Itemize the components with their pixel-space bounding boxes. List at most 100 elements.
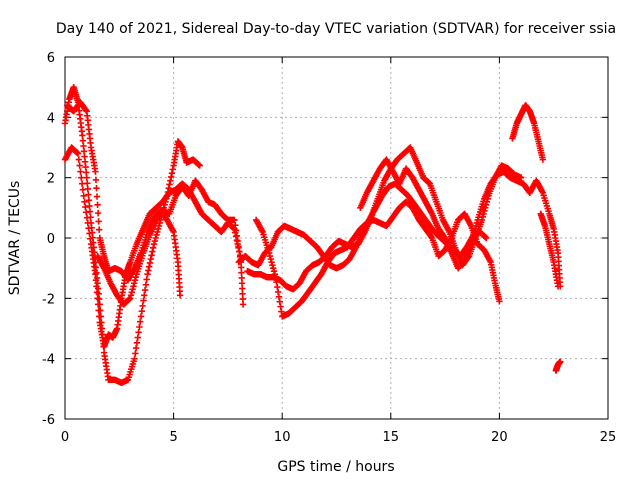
data-point	[277, 303, 284, 310]
data-point	[80, 192, 87, 199]
data-point	[86, 208, 94, 215]
data-point	[236, 248, 243, 255]
series-sat-i	[509, 102, 547, 163]
data-point	[97, 307, 104, 314]
data-point	[472, 225, 479, 233]
y-tick-label: 4	[47, 111, 55, 126]
data-point	[274, 283, 281, 291]
x-tick-label: 25	[600, 430, 617, 445]
data-point	[231, 216, 238, 224]
data-point	[94, 201, 101, 209]
data-point	[151, 237, 159, 245]
x-axis-title: GPS time / hours	[277, 459, 394, 475]
y-tick-label: 6	[47, 51, 55, 66]
data-point	[468, 237, 476, 245]
data-point	[135, 329, 142, 336]
data-point	[162, 198, 169, 205]
data-point	[134, 334, 141, 341]
data-points	[61, 83, 564, 386]
data-point	[470, 231, 477, 239]
data-point	[81, 198, 88, 205]
data-point	[267, 255, 274, 263]
data-point	[127, 292, 135, 299]
data-point	[76, 162, 83, 169]
data-point	[482, 204, 489, 212]
data-point	[82, 203, 89, 211]
data-point	[99, 331, 106, 338]
data-point	[85, 191, 92, 198]
data-point	[84, 180, 91, 187]
data-point	[167, 173, 175, 181]
data-point	[94, 209, 102, 217]
y-tick-label: -4	[42, 353, 55, 368]
data-point	[85, 197, 93, 204]
data-point	[78, 174, 85, 181]
data-point	[132, 274, 140, 281]
data-point	[92, 176, 100, 184]
data-point	[265, 249, 273, 257]
data-point	[153, 231, 160, 239]
data-point	[163, 192, 171, 199]
data-point	[266, 252, 274, 260]
data-point	[169, 166, 176, 173]
data-point	[469, 234, 476, 242]
data-point	[554, 283, 562, 290]
data-point	[145, 267, 152, 274]
x-tick-label: 15	[383, 430, 400, 445]
data-point	[138, 307, 146, 315]
data-point	[131, 355, 138, 362]
data-point	[270, 264, 277, 272]
data-point	[143, 276, 150, 283]
data-point	[166, 181, 173, 188]
data-point	[126, 295, 134, 302]
data-point	[147, 255, 154, 263]
data-point	[93, 185, 100, 192]
data-point	[128, 289, 135, 296]
data-point	[132, 344, 140, 352]
data-point	[86, 202, 93, 210]
chart-title: Day 140 of 2021, Sidereal Day-to-day VTE…	[56, 21, 616, 37]
data-point	[235, 243, 242, 250]
data-point	[83, 174, 90, 181]
data-point	[471, 228, 478, 236]
data-point	[133, 339, 141, 347]
data-point	[161, 201, 168, 209]
data-point	[269, 261, 276, 269]
data-point	[239, 301, 247, 308]
data-point	[168, 169, 176, 177]
data-point	[196, 162, 203, 169]
data-point	[144, 271, 151, 278]
data-point	[472, 222, 480, 230]
data-point	[278, 308, 285, 315]
data-point	[98, 325, 106, 332]
data-point	[129, 286, 136, 293]
data-point	[154, 225, 162, 233]
data-point	[152, 234, 159, 242]
data-point	[164, 188, 172, 196]
data-point	[176, 292, 184, 299]
axis-ticks: 0 5 10 15 20 25 -6 -4 -2 0 2 4 6	[42, 51, 616, 445]
data-point	[98, 319, 105, 326]
data-point	[270, 267, 278, 275]
series-sat-k	[552, 358, 564, 374]
series-sat-g	[244, 144, 525, 293]
y-tick-label: -6	[42, 413, 55, 428]
data-point	[130, 283, 137, 290]
data-point	[77, 168, 84, 175]
data-point	[142, 281, 150, 288]
data-point	[150, 244, 157, 252]
data-point	[97, 313, 105, 320]
data-point	[473, 219, 481, 227]
data-point	[163, 195, 170, 202]
data-point	[167, 177, 174, 184]
data-point	[95, 218, 102, 225]
data-point	[539, 156, 547, 163]
data-point	[268, 258, 275, 266]
data-point	[93, 193, 101, 200]
y-tick-label: 0	[47, 232, 55, 247]
data-point	[137, 318, 144, 325]
data-point	[100, 343, 107, 350]
data-point	[275, 293, 283, 301]
data-point	[233, 232, 241, 239]
data-point	[132, 350, 139, 357]
